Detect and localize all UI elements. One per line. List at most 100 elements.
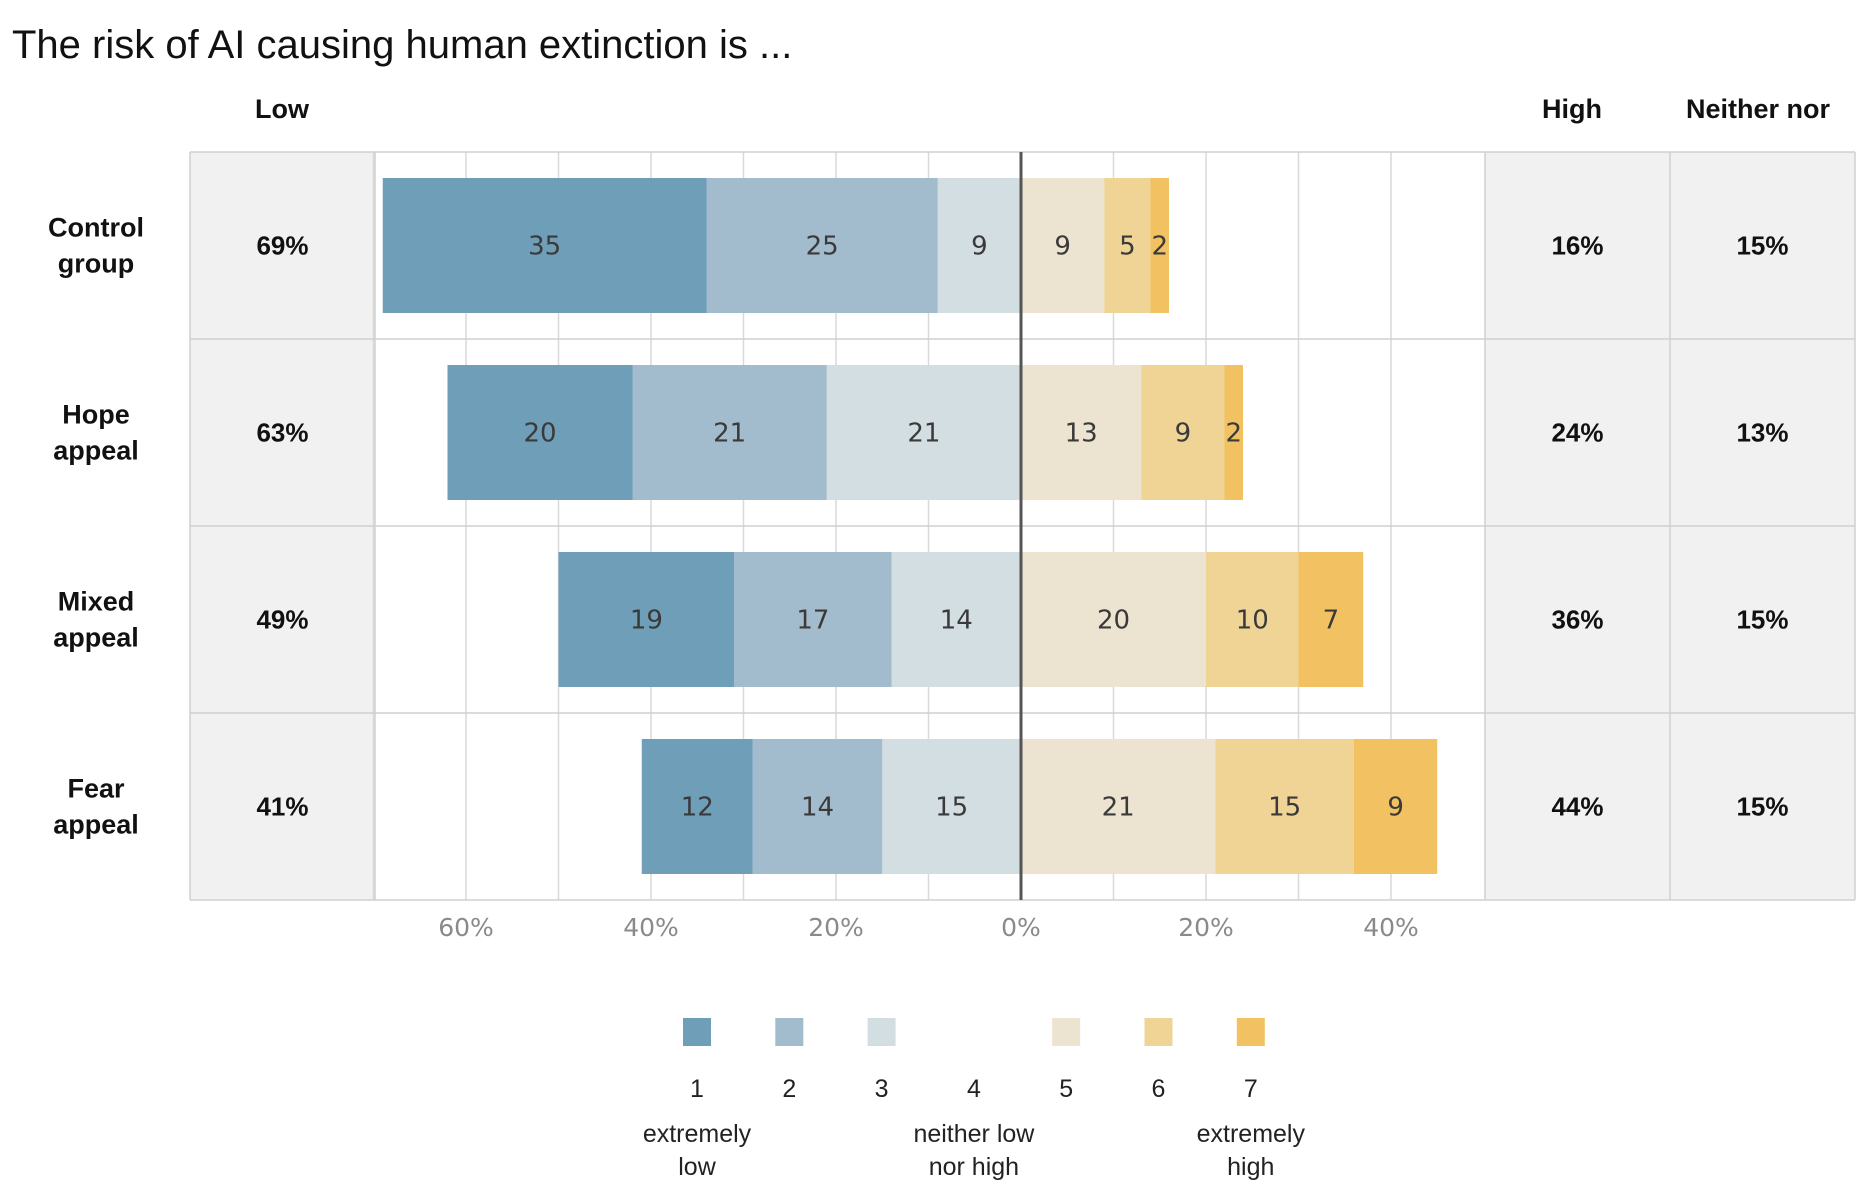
x-tick-label: 0% [1001, 913, 1041, 942]
summary-low: 49% [256, 605, 308, 635]
legend-key: 4 [967, 1075, 981, 1103]
data-label: 10 [1236, 606, 1269, 636]
data-label: 15 [935, 793, 968, 823]
data-label: 9 [1054, 232, 1071, 262]
legend-description: neither low [913, 1120, 1035, 1148]
bar-segment [1354, 739, 1438, 874]
legend-item: 6 [1144, 1018, 1173, 1103]
data-label: 2 [1225, 419, 1242, 449]
summary-neither: 15% [1736, 231, 1788, 261]
data-label: 14 [801, 793, 834, 823]
data-label: 20 [523, 419, 556, 449]
data-label: 19 [630, 606, 663, 636]
data-label: 25 [806, 232, 839, 262]
bar-segment [1021, 739, 1216, 874]
row-label: Mixed [58, 587, 135, 617]
bar-segment [734, 552, 892, 687]
legend-swatch [775, 1018, 804, 1046]
legend-key: 1 [690, 1075, 704, 1103]
x-tick-label: 40% [623, 913, 679, 942]
legend-item: 1 extremely low [643, 1018, 752, 1181]
bar-segment [1206, 552, 1299, 687]
legend-swatch [1144, 1018, 1173, 1046]
summary-neither: 13% [1736, 418, 1788, 448]
bar-segment [891, 552, 1021, 687]
legend-description: extremely [1197, 1120, 1306, 1148]
x-tick-label: 20% [808, 913, 864, 942]
bar-segment [1021, 178, 1105, 313]
row-label: appeal [53, 436, 139, 466]
row-label: Control [48, 213, 144, 243]
legend-item: 5 [1052, 1018, 1081, 1103]
bar-segment [1021, 365, 1142, 500]
legend-description: extremely [643, 1120, 752, 1148]
data-label: 21 [907, 419, 940, 449]
data-label: 9 [971, 232, 988, 262]
bar-segment [1298, 552, 1364, 687]
legend-item: 7 extremely high [1197, 1018, 1306, 1181]
legend-swatch [1236, 1018, 1265, 1046]
chart-title: The risk of AI causing human extinction … [12, 23, 792, 67]
summary-high: 44% [1551, 792, 1603, 822]
column-header-neither: Neither nor [1686, 94, 1831, 124]
bar-segment [632, 365, 827, 500]
bar-segment [641, 739, 753, 874]
data-label: 9 [1387, 793, 1404, 823]
legend-key: 3 [875, 1075, 889, 1103]
data-label: 2 [1151, 232, 1168, 262]
summary-high: 36% [1551, 605, 1603, 635]
data-label: 21 [713, 419, 746, 449]
bar-segment [382, 178, 707, 313]
row-label: Hope [62, 400, 130, 430]
row-label: appeal [53, 810, 139, 840]
legend-swatch [867, 1018, 896, 1046]
bar-segment [752, 739, 883, 874]
column-header-low: Low [255, 94, 310, 124]
legend-description: low [678, 1153, 716, 1181]
summary-neither: 15% [1736, 605, 1788, 635]
bar-segment [937, 178, 1021, 313]
data-label: 21 [1102, 793, 1135, 823]
bar-segment [447, 365, 633, 500]
legend-swatch [1052, 1018, 1081, 1046]
x-axis-ticks: 60% 40% 20% 0% 20% 40% [438, 913, 1419, 942]
legend-item: 4 neither low nor high [913, 1075, 1035, 1181]
data-label: 12 [681, 793, 714, 823]
bar-segment [706, 178, 938, 313]
row-label: Fear [67, 774, 125, 804]
data-label: 13 [1065, 419, 1098, 449]
data-label: 7 [1323, 606, 1340, 636]
data-label: 35 [528, 232, 561, 262]
summary-neither: 15% [1736, 792, 1788, 822]
legend-swatch [683, 1018, 711, 1046]
data-label: 14 [940, 606, 973, 636]
legend-description: high [1227, 1153, 1274, 1181]
summary-low: 69% [256, 231, 308, 261]
bar-segment [1224, 365, 1243, 500]
bar-segment [558, 552, 735, 687]
summary-high: 16% [1551, 231, 1603, 261]
x-tick-label: 60% [438, 913, 494, 942]
data-label: 15 [1268, 793, 1301, 823]
legend-key: 7 [1244, 1075, 1258, 1103]
data-label: 5 [1119, 232, 1136, 262]
summary-low: 63% [256, 418, 308, 448]
summary-values: 69% 16% 15% 63% 24% 13% 49% 36% 15% 41% 44% 15% [256, 231, 1788, 822]
bar-segment [1021, 552, 1206, 687]
data-label: 9 [1175, 419, 1192, 449]
row-labels: Control group Hope appeal Mixed appeal Fear app… [48, 213, 144, 840]
data-label: 20 [1097, 606, 1130, 636]
row-label: group [58, 249, 134, 279]
legend-description: nor high [929, 1153, 1019, 1181]
x-tick-label: 40% [1363, 913, 1419, 942]
bar-segment [1141, 365, 1225, 500]
bar-segment [1215, 739, 1354, 874]
summary-high: 24% [1551, 418, 1603, 448]
legend-item: 3 [867, 1018, 896, 1103]
bar-segment [826, 365, 1021, 500]
legend-key: 6 [1152, 1075, 1166, 1103]
legend-key: 5 [1059, 1075, 1073, 1103]
bar-segment [882, 739, 1021, 874]
